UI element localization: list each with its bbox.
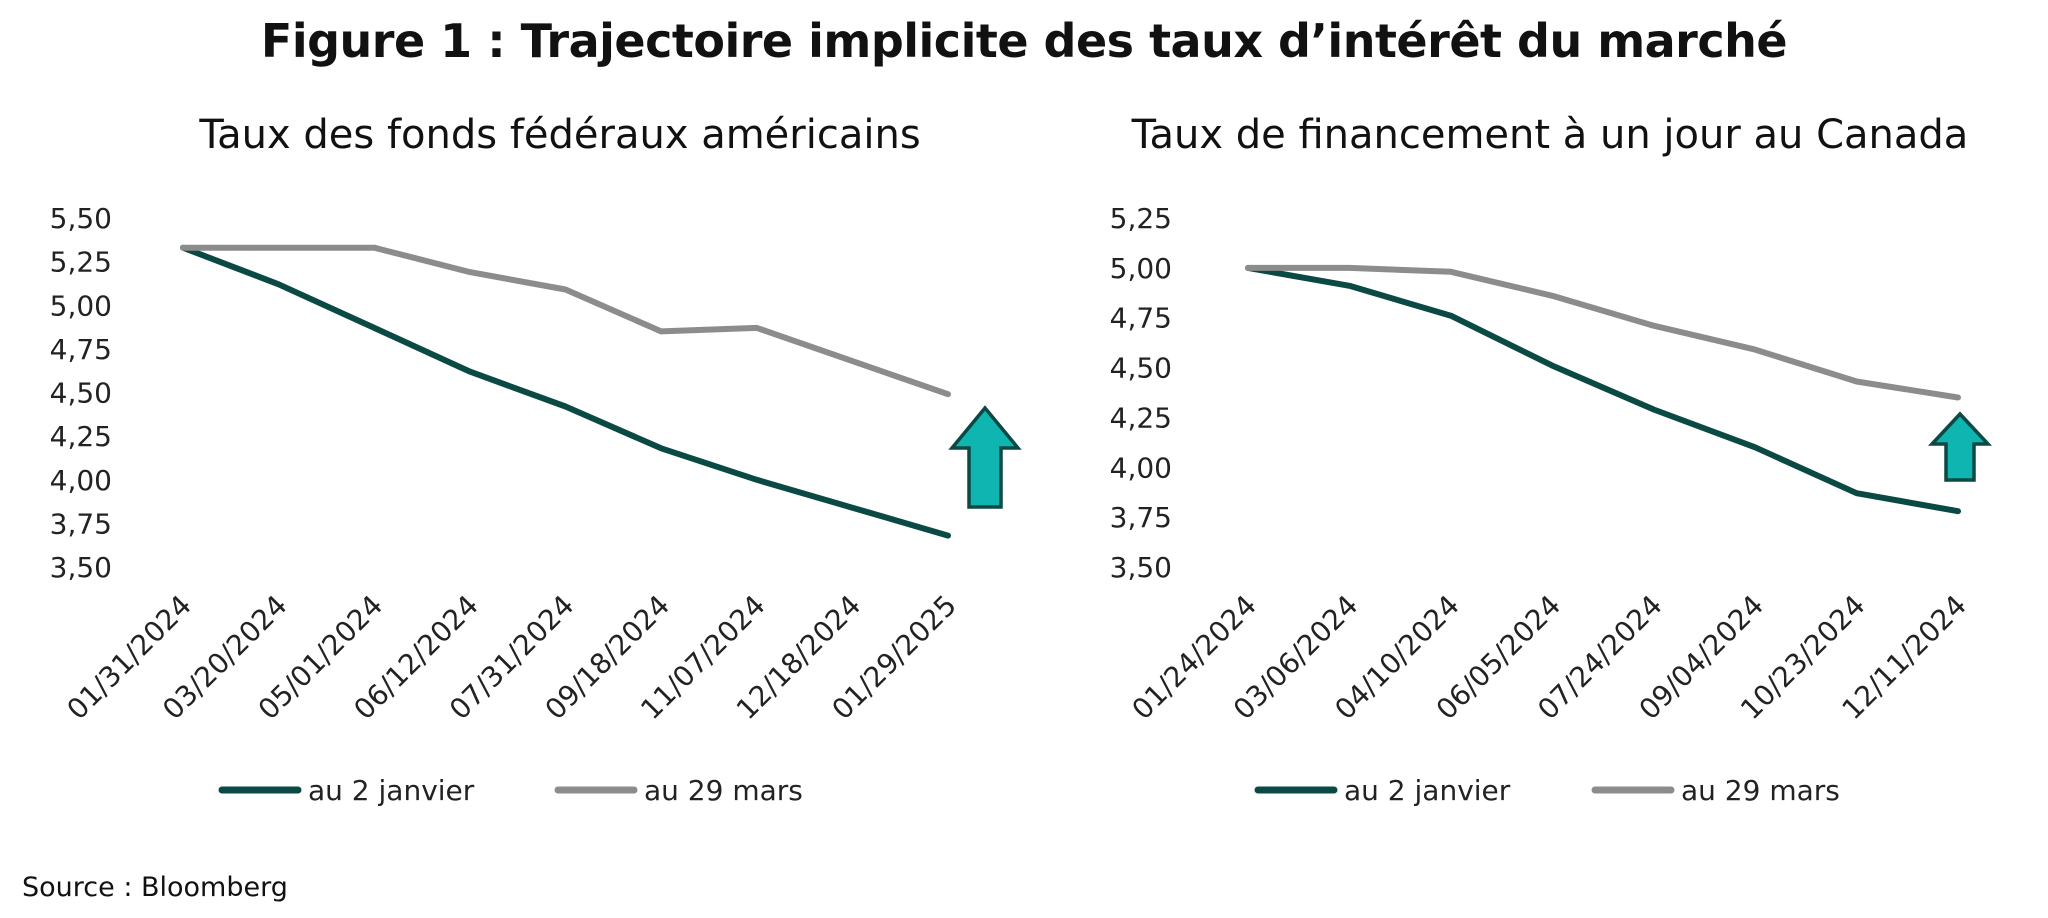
y-tick-label: 4,50 (50, 377, 112, 410)
figure-title: Figure 1 : Trajectoire implicite des tau… (260, 14, 1788, 68)
y-tick-label: 3,50 (1110, 551, 1172, 584)
y-tick-label: 5,50 (50, 202, 112, 235)
y-tick-label: 4,75 (50, 333, 112, 366)
legend-label-1: au 2 janvier (308, 774, 475, 807)
up-arrow-icon (948, 405, 1022, 509)
series-line-2 (1245, 264, 1961, 401)
legend-label-2: au 29 mars (1681, 774, 1840, 807)
source-note: Source : Bloomberg (22, 872, 288, 903)
y-tick-label: 5,25 (1110, 202, 1172, 235)
series-line-1 (180, 244, 951, 539)
chart-title-us-fed-funds: Taux des fonds fédéraux américains (199, 112, 921, 158)
legend-label-2: au 29 mars (644, 774, 803, 807)
chart-us-fed-funds: 5,505,255,004,754,504,254,003,753,5001/3… (50, 202, 1022, 807)
y-tick-label: 3,50 (50, 551, 112, 584)
y-tick-label: 3,75 (1110, 501, 1172, 534)
series-line-1 (1245, 264, 1961, 515)
y-tick-label: 3,75 (50, 507, 112, 540)
y-tick-label: 4,00 (1110, 451, 1172, 484)
y-tick-label: 4,00 (50, 464, 112, 497)
y-tick-label: 5,00 (1110, 252, 1172, 285)
y-tick-label: 4,75 (1110, 302, 1172, 335)
y-tick-label: 4,25 (1110, 401, 1172, 434)
chart-title-canada-overnight: Taux de financement à un jour au Canada (1131, 112, 1969, 158)
y-tick-label: 5,25 (50, 246, 112, 279)
up-arrow-icon (1927, 411, 1993, 482)
y-tick-label: 5,00 (50, 289, 112, 322)
legend-label-1: au 2 janvier (1344, 774, 1511, 807)
series-line-2 (180, 244, 951, 398)
chart-canada-overnight: 5,255,004,754,504,254,003,753,5001/24/20… (1110, 202, 1993, 807)
y-tick-label: 4,25 (50, 420, 112, 453)
y-tick-label: 4,50 (1110, 352, 1172, 385)
